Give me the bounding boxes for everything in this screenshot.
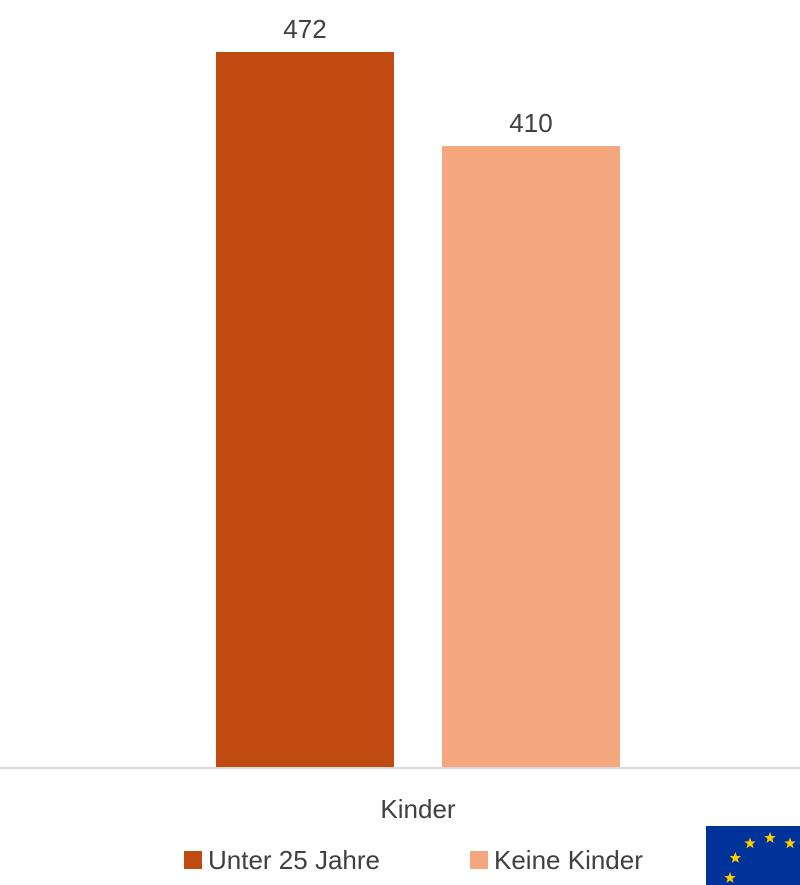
eu-flag-star-icon [724,872,736,883]
bar-unter-25-jahre [216,52,394,768]
eu-flag-star-icon [764,832,776,843]
legend-swatch-keine-kinder [470,851,488,869]
legend: Unter 25 Jahre Keine Kinder [184,845,643,875]
eu-flag-star-icon [744,837,756,849]
legend-swatch-unter-25-jahre [184,851,202,869]
data-label-keine-kinder: 410 [509,108,552,138]
eu-flag-background [706,826,800,885]
legend-label-keine-kinder: Keine Kinder [494,845,643,875]
legend-label-unter-25-jahre: Unter 25 Jahre [208,845,380,875]
eu-flag-star-icon [784,837,796,849]
data-labels-layer: 472 410 [283,14,552,138]
bar-keine-kinder [442,146,620,768]
eu-flag-star-icon [729,852,742,863]
data-label-unter-25-jahre: 472 [283,14,326,44]
category-label: Kinder [380,794,455,824]
eu-flag-icon [706,826,800,885]
category-labels-layer: Kinder [380,794,455,824]
bars-layer [216,52,620,768]
